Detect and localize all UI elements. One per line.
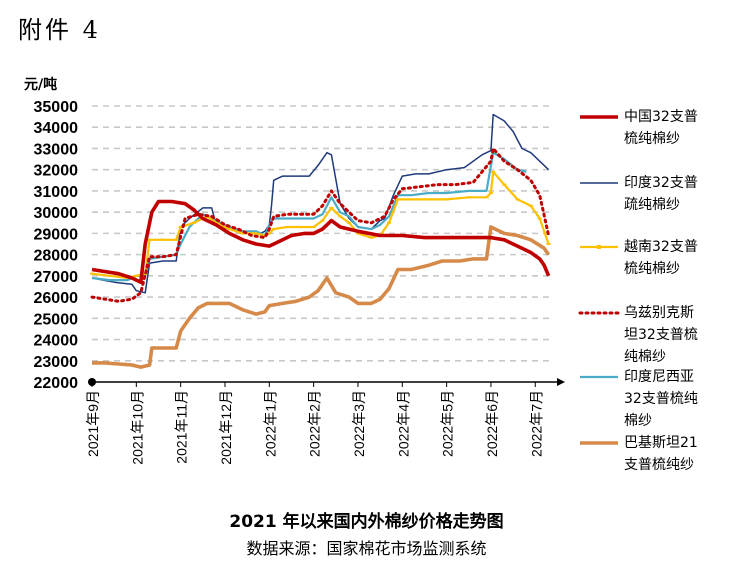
y-tick-label: 26000 xyxy=(34,290,79,307)
x-tick-label: 2022年7月 xyxy=(528,390,544,457)
legend-line: 32支普梳纯 xyxy=(624,391,698,407)
legend-label-vietnam: 越南32支普 梳纯棉纱 xyxy=(624,236,733,280)
legend-line: 巴基斯坦21 xyxy=(624,435,698,451)
legend-layer xyxy=(578,115,620,445)
x-tick-label: 2022年4月 xyxy=(395,390,411,457)
y-tick-label: 33000 xyxy=(34,141,79,158)
grid-layer xyxy=(92,105,553,362)
y-tick-label: 22000 xyxy=(34,375,79,392)
x-tick-label: 2021年10月 xyxy=(129,390,145,465)
legend-line: 梳纯棉纱 xyxy=(624,131,680,147)
legend-line: 梳纯棉纱 xyxy=(624,261,680,277)
series-line-indonesia xyxy=(91,151,527,282)
legend-line: 支普梳纯纱 xyxy=(624,457,694,473)
legend-label-china: 中国32支普 梳纯棉纱 xyxy=(624,106,733,150)
legend-line: 坦32支普梳 xyxy=(624,327,698,343)
x-tick-label: 2021年9月 xyxy=(85,390,101,457)
series-line-uzbekistan xyxy=(90,147,551,303)
x-tick-label: 2021年11月 xyxy=(174,390,190,464)
y-axis-unit-label: 元/吨 xyxy=(24,76,57,93)
y-tick-label: 31000 xyxy=(34,184,79,201)
axis-layer: 35000 34000 33000 32000 31000 30000 29000 28000… xyxy=(24,76,565,465)
legend-label-pakistan: 巴基斯坦21 支普梳纯纱 xyxy=(624,432,733,476)
x-tick-label: 2022年5月 xyxy=(440,390,456,457)
y-tick-label: 30000 xyxy=(34,205,79,222)
x-tick-label: 2022年6月 xyxy=(484,390,500,457)
x-tick-label: 2022年2月 xyxy=(307,390,323,457)
x-tick-label: 2022年1月 xyxy=(262,390,278,457)
legend-line: 疏纯棉纱 xyxy=(624,197,680,213)
attachment-label: 附件 4 xyxy=(18,16,101,44)
y-tick-label: 34000 xyxy=(34,120,79,137)
y-tick-label: 25000 xyxy=(34,311,79,328)
legend-line: 纯棉纱 xyxy=(624,349,666,365)
y-tick-label: 29000 xyxy=(34,226,79,243)
legend-line: 越南32支普 xyxy=(624,239,698,255)
legend-label-indonesia: 印度尼西亚 32支普梳纯 棉纱 xyxy=(624,366,733,432)
series-line-pakistan xyxy=(92,225,551,369)
x-tick-label: 2022年3月 xyxy=(351,390,367,457)
x-tick-label: 2021年12月 xyxy=(218,390,234,465)
series-line-india xyxy=(91,113,550,294)
series-layer xyxy=(90,113,551,369)
legend-line: 中国32支普 xyxy=(624,109,698,125)
y-tick-label: 27000 xyxy=(34,269,79,286)
legend-line: 印度尼西亚 xyxy=(624,369,694,385)
legend-label-uzbekistan: 乌兹别克斯坦32支普梳 纯棉纱 xyxy=(624,302,733,368)
y-tick-label: 32000 xyxy=(34,163,79,180)
chart-subtitle: 数据来源：国家棉花市场监测系统 xyxy=(246,539,487,558)
legend-line: 印度32支普 xyxy=(624,175,698,191)
y-tick-label: 24000 xyxy=(34,333,79,350)
chart-title: 2021 年以来国内外棉纱价格走势图 xyxy=(229,512,504,532)
x-axis-arrow xyxy=(557,378,565,386)
y-tick-label: 28000 xyxy=(34,248,79,265)
legend-label-india: 印度32支普 疏纯棉纱 xyxy=(624,172,733,216)
legend-line: 棉纱 xyxy=(624,413,652,429)
y-tick-label: 35000 xyxy=(34,99,79,116)
legend-line: 乌兹别克斯 xyxy=(624,305,694,321)
series-line-china xyxy=(91,199,551,284)
y-tick-label: 23000 xyxy=(34,354,79,371)
